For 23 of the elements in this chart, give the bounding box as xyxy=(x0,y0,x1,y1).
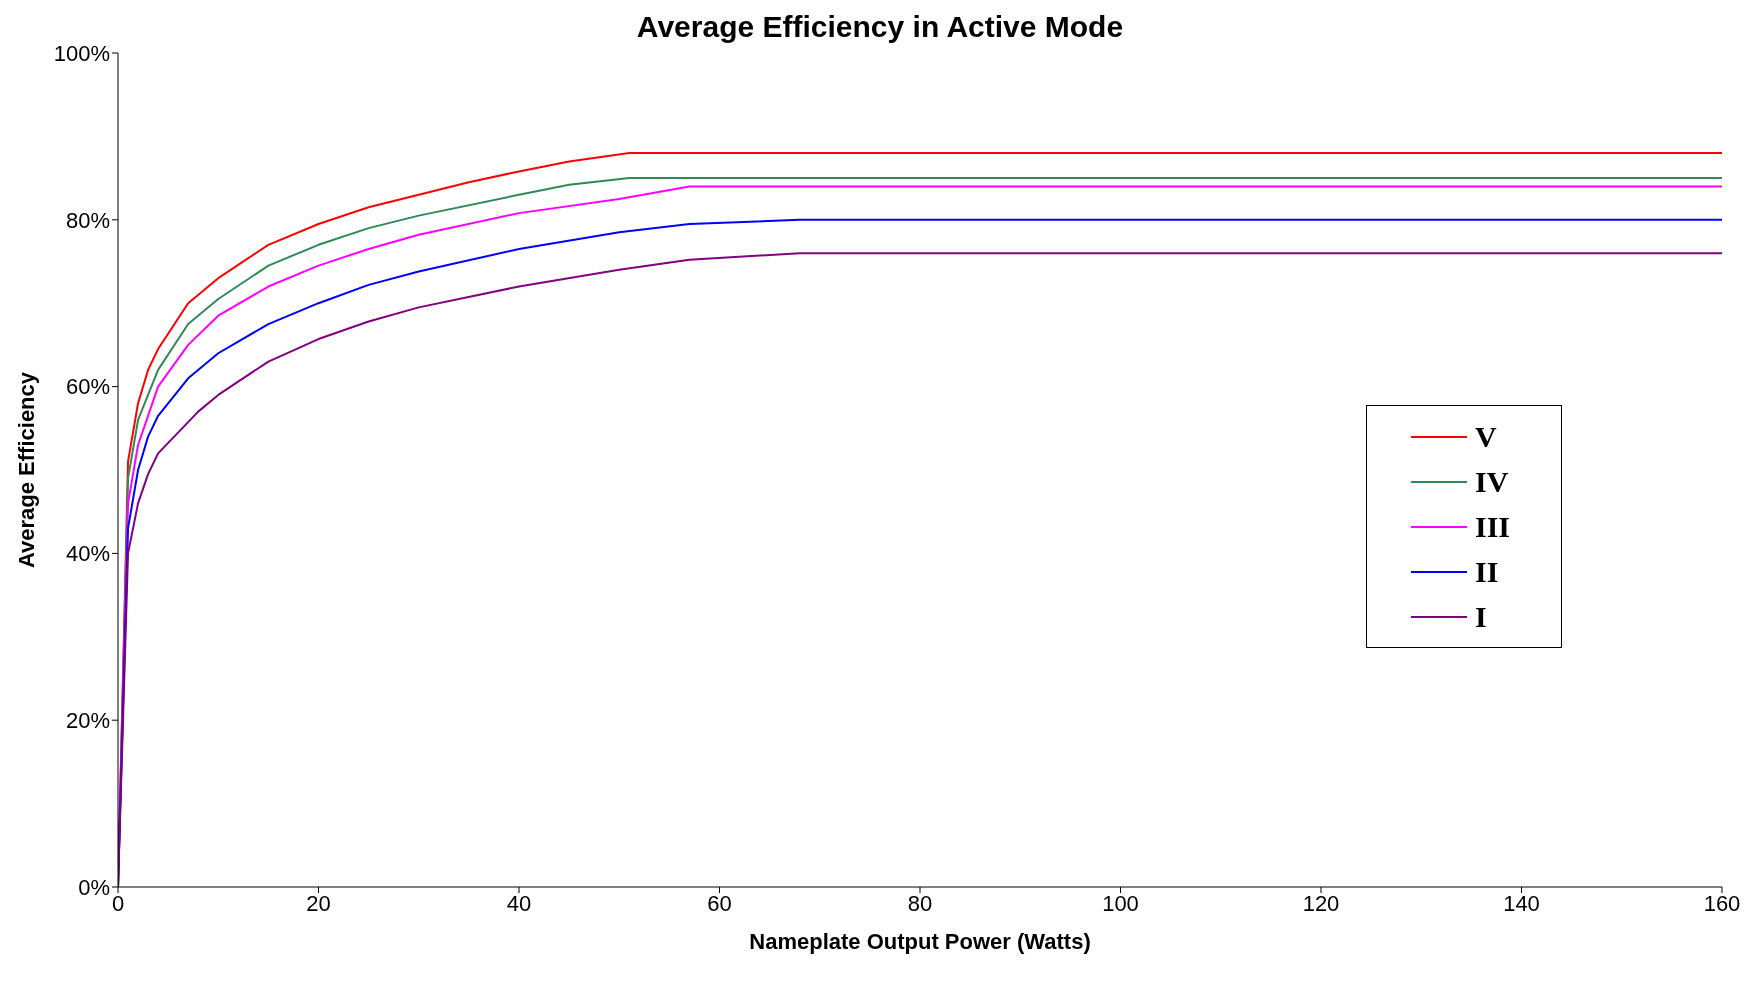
legend-label: III xyxy=(1475,509,1511,544)
x-axis-title: Nameplate Output Power (Watts) xyxy=(749,929,1091,954)
chart-title: Average Efficiency in Active Mode xyxy=(636,10,1124,43)
legend-label: IV xyxy=(1475,464,1509,499)
y-tick-label: 100% xyxy=(53,40,110,66)
x-tick-label: 140 xyxy=(1503,890,1540,916)
x-tick-label: 120 xyxy=(1302,890,1340,916)
y-tick-label: 0% xyxy=(78,874,110,900)
y-tick-label: 40% xyxy=(65,541,110,567)
x-tick-label: 60 xyxy=(707,890,732,916)
x-tick-label: 100 xyxy=(1102,890,1139,916)
legend-label: V xyxy=(1475,419,1497,454)
y-axis-title: Average Efficiency xyxy=(13,371,39,569)
x-tick-label: 160 xyxy=(1703,890,1741,916)
x-tick-label: 40 xyxy=(506,890,532,916)
legend-label: I xyxy=(1475,599,1487,634)
y-tick-label: 60% xyxy=(65,374,110,400)
x-tick-label: 80 xyxy=(907,890,933,916)
x-tick-label: 20 xyxy=(306,890,331,916)
legend-label: II xyxy=(1475,554,1499,589)
y-tick-label: 20% xyxy=(65,708,110,734)
y-tick-label: 80% xyxy=(65,207,110,233)
x-tick-label: 0 xyxy=(111,890,125,916)
